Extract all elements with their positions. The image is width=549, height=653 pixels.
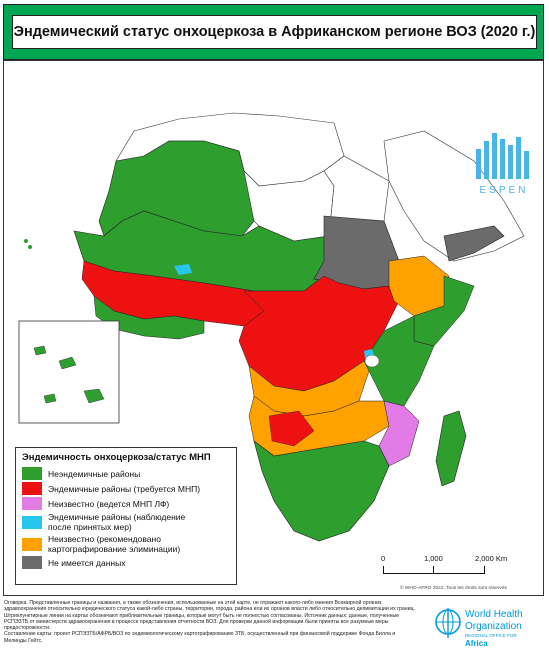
- cape-verde-dot: [24, 239, 28, 243]
- scale-label-2000: 2,000 Km: [475, 554, 508, 563]
- legend-swatch: [22, 556, 42, 569]
- legend-item: Эндемичные районы (требуется МНП): [22, 482, 236, 495]
- legend-item: Эндемичные районы (наблюдение после прин…: [22, 512, 236, 532]
- horn-orange: [388, 255, 450, 317]
- legend-swatch: [22, 497, 42, 510]
- legend-label: Неэндемичные районы: [48, 468, 141, 479]
- legend-label: Не имеется данных: [48, 557, 126, 568]
- madagascar-green: [435, 410, 467, 487]
- legend: Эндемичность онхоцеркоза/статус МНП Неэн…: [15, 447, 237, 585]
- scale-line: [383, 566, 485, 574]
- blue-patch-1: [174, 264, 192, 275]
- who-name-line2: Organization: [465, 621, 522, 632]
- lake-victoria: [364, 354, 380, 368]
- map-frame: ESPEN: [3, 60, 544, 596]
- africa-map: [18, 112, 525, 542]
- who-region: Africa: [465, 639, 488, 648]
- legend-item: Неэндемичные районы: [22, 467, 236, 480]
- inset-island-1: [33, 345, 47, 356]
- espen-logo-text: ESPEN: [480, 185, 529, 196]
- legend-swatch: [22, 537, 42, 551]
- espen-logo: ESPEN: [470, 129, 538, 201]
- map-title: Эндемический статус онхоцеркоза в Африка…: [13, 24, 536, 40]
- map-credit: © WHO-AFRO 2022. Tous les droits sont ré…: [400, 586, 507, 591]
- disclaimer-text: Оговорка. Представленные границы и назва…: [4, 600, 415, 632]
- yemen-grey: [443, 225, 505, 262]
- island-inset: [18, 320, 120, 424]
- scale-label-0: 0: [381, 554, 386, 563]
- angola-red-patch: [268, 410, 315, 447]
- legend-item: Неизвестно (рекомендовано картографирова…: [22, 534, 236, 554]
- title-box: Эндемический статус онхоцеркоза в Африка…: [12, 15, 537, 49]
- southern-green: [253, 440, 390, 542]
- legend-item: Не имеется данных: [22, 556, 236, 569]
- who-office: REGIONAL OFFICE FOR: [465, 633, 517, 638]
- scale-mid-tick: [433, 566, 434, 574]
- who-name-line1: World Health: [465, 609, 523, 620]
- legend-label: Эндемичные районы (требуется МНП): [48, 483, 201, 494]
- mozambique-pink: [378, 400, 420, 467]
- legend-title: Эндемичность онхоцеркоза/статус МНП: [22, 452, 211, 463]
- legend-item: Неизвестно (ведется МНП ЛФ): [22, 497, 236, 510]
- cape-verde-dot: [28, 245, 32, 249]
- inset-island-2: [58, 356, 77, 370]
- map-production-note: Составление карты: проект РСПЭЗТБ/АФРБ/В…: [4, 631, 396, 644]
- inset-island-4: [43, 393, 57, 404]
- scale-bar: 0 1,000 2,000 Km: [381, 554, 507, 582]
- legend-label: Неизвестно (рекомендовано картографирова…: [48, 534, 181, 554]
- scale-label-1000: 1,000: [424, 554, 443, 563]
- legend-label: Неизвестно (ведется МНП ЛФ): [48, 498, 170, 509]
- disclaimer: Оговорка. Представленные границы и назва…: [4, 600, 416, 644]
- legend-label: Эндемичные районы (наблюдение после прин…: [48, 512, 186, 532]
- inset-island-3: [83, 388, 105, 404]
- legend-swatch: [22, 482, 42, 495]
- legend-swatch: [22, 467, 42, 480]
- legend-swatch: [22, 515, 42, 529]
- who-logo: World Health Organization REGIONAL OFFIC…: [434, 604, 546, 648]
- title-bar: Эндемический статус онхоцеркоза в Африка…: [3, 4, 544, 60]
